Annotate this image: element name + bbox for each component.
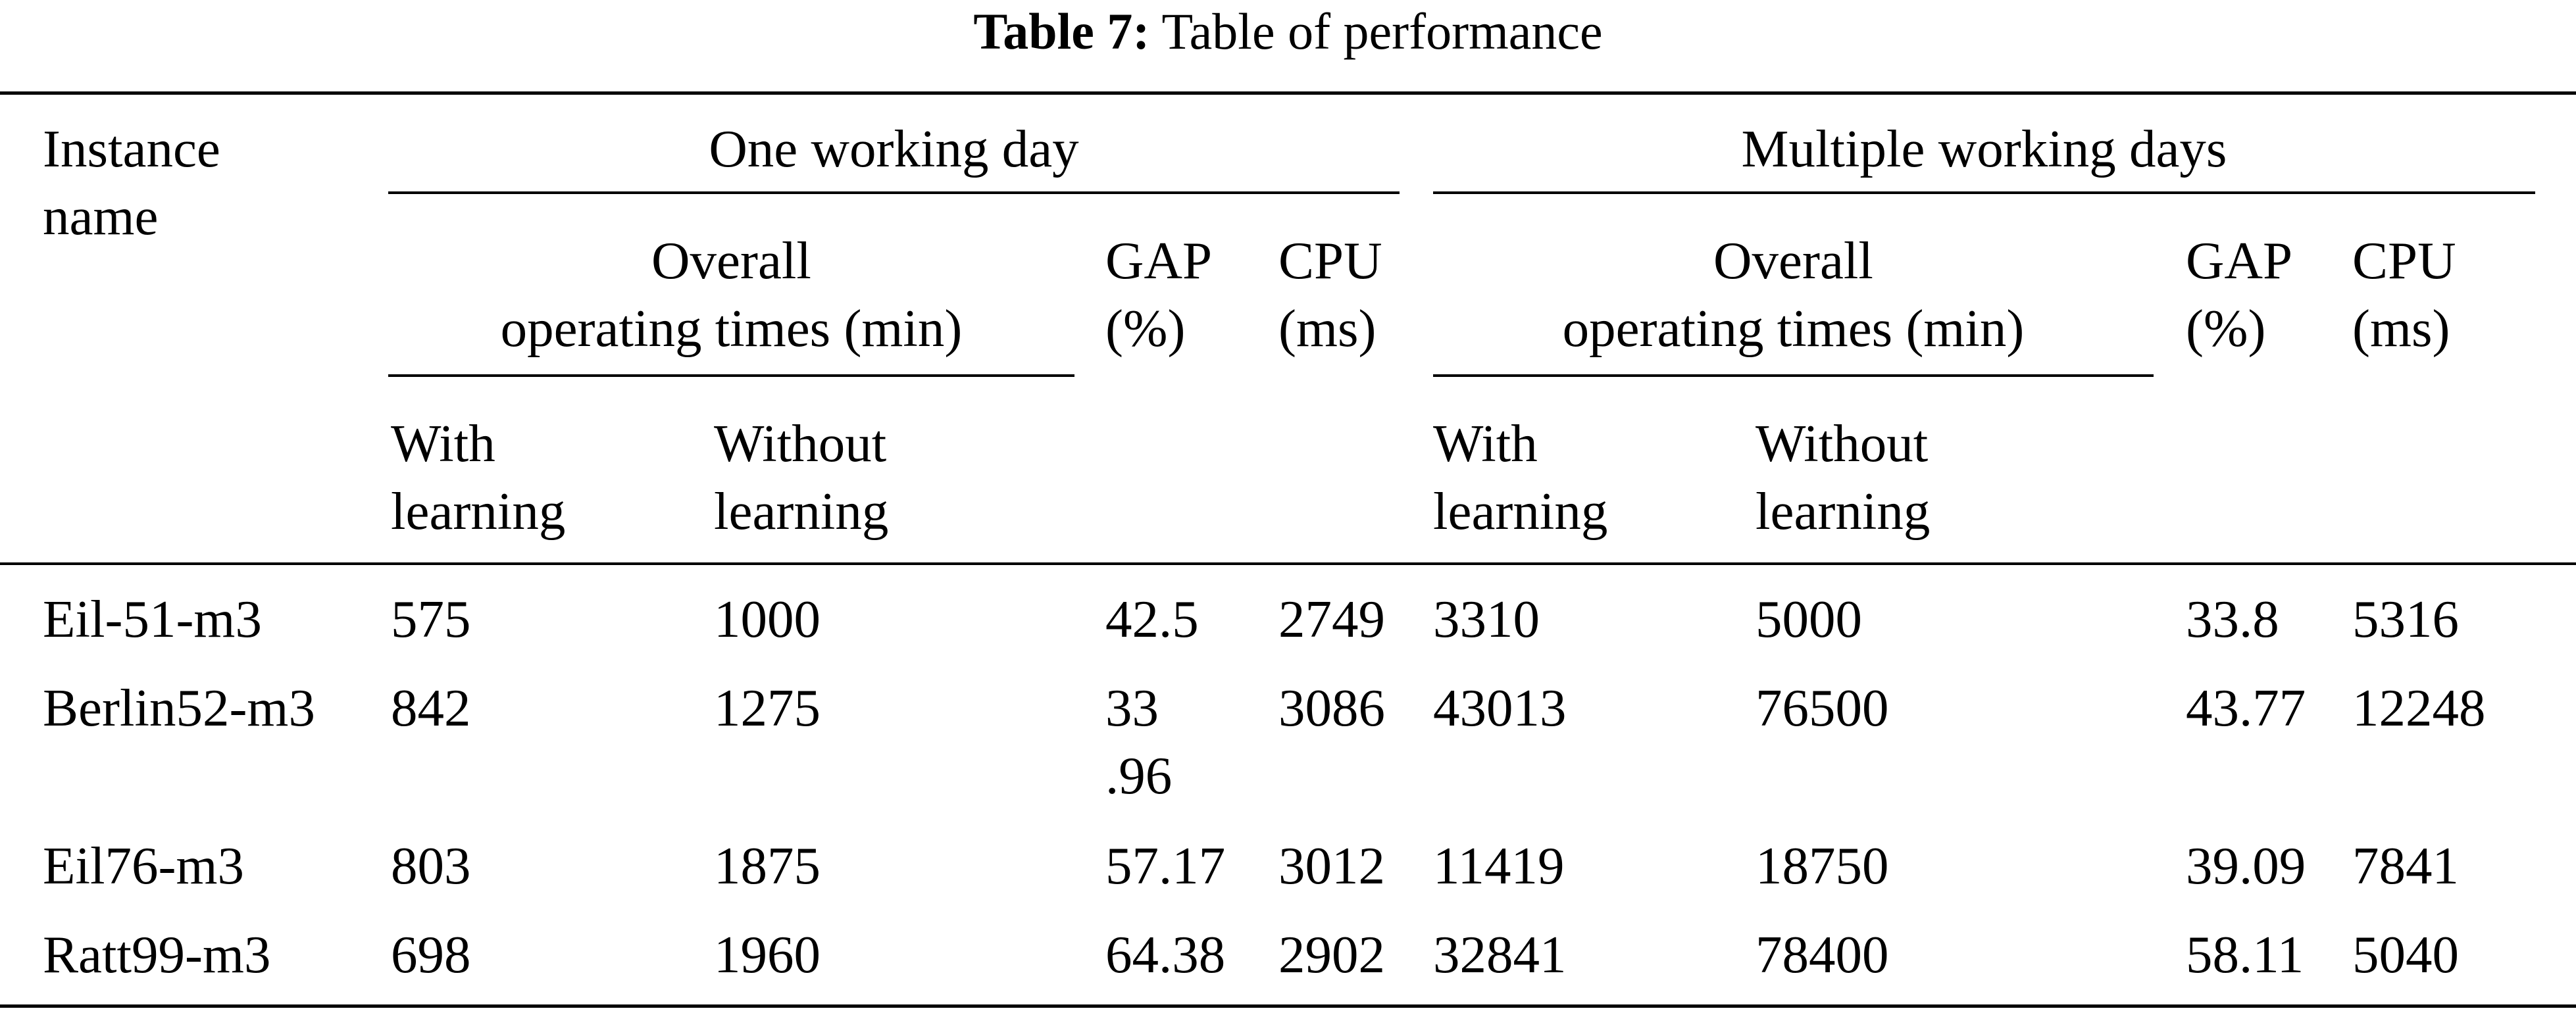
- multi-cpu-cell: 12248: [2352, 678, 2486, 737]
- one-gap-cell: 42.5: [1105, 589, 1199, 649]
- one-cpu-cell: 3086: [1278, 678, 1385, 737]
- header-without-learning-one: Without learning: [714, 414, 889, 541]
- one-with-learning-cell: 842: [391, 678, 471, 737]
- one-without-learning-cell: 1000: [714, 589, 821, 649]
- header-multiple-working-days: Multiple working days: [1741, 119, 2227, 178]
- multi-without-learning-cell: 18750: [1755, 836, 1889, 895]
- top-rule: [0, 91, 2576, 95]
- header-with-learning-multi: With learning: [1433, 414, 1608, 541]
- header-bottom-rule: [0, 562, 2576, 565]
- header-without-learning-multi: Without learning: [1755, 414, 1931, 541]
- one-gap-cell: 33 .96: [1105, 678, 1173, 805]
- multi-cpu-cell: 7841: [2352, 836, 2459, 895]
- one-with-learning-cell: 575: [391, 589, 471, 649]
- multi-with-learning-cell: 43013: [1433, 678, 1567, 737]
- rule-multiple-working-days: [1433, 191, 2535, 194]
- one-with-learning-cell: 698: [391, 925, 471, 984]
- header-overall-multi: Overall operating times (min): [1562, 231, 2025, 358]
- rule-one-working-day: [388, 191, 1400, 194]
- header-instance-name: Instance name: [43, 119, 220, 246]
- multi-gap-cell: 39.09: [2186, 836, 2306, 895]
- one-cpu-cell: 2749: [1278, 589, 1385, 649]
- multi-without-learning-cell: 5000: [1755, 589, 1862, 649]
- table-caption: Table 7: Table of performance: [0, 0, 2576, 66]
- multi-gap-cell: 33.8: [2186, 589, 2279, 649]
- one-gap-cell: 64.38: [1105, 925, 1226, 984]
- header-one-working-day: One working day: [709, 119, 1079, 178]
- multi-with-learning-cell: 32841: [1433, 925, 1567, 984]
- header-gap-one: GAP (%): [1105, 231, 1213, 358]
- one-cpu-cell: 2902: [1278, 925, 1385, 984]
- header-with-learning-one: With learning: [391, 414, 566, 541]
- multi-without-learning-cell: 76500: [1755, 678, 1889, 737]
- multi-with-learning-cell: 11419: [1433, 836, 1565, 895]
- bottom-rule: [0, 1004, 2576, 1008]
- multi-with-learning-cell: 3310: [1433, 589, 1540, 649]
- header-gap-multi: GAP (%): [2186, 231, 2293, 358]
- header-cpu-multi: CPU (ms): [2352, 231, 2456, 358]
- one-without-learning-cell: 1875: [714, 836, 821, 895]
- instance-name-cell: Eil-51-m3: [43, 589, 262, 649]
- one-cpu-cell: 3012: [1278, 836, 1385, 895]
- multi-cpu-cell: 5040: [2352, 925, 2459, 984]
- instance-name-cell: Ratt99-m3: [43, 925, 271, 984]
- instance-name-cell: Eil76-m3: [43, 836, 244, 895]
- one-without-learning-cell: 1960: [714, 925, 821, 984]
- multi-cpu-cell: 5316: [2352, 589, 2459, 649]
- rule-overall-multi: [1433, 374, 2154, 377]
- multi-without-learning-cell: 78400: [1755, 925, 1889, 984]
- one-without-learning-cell: 1275: [714, 678, 821, 737]
- rule-overall-one: [388, 374, 1074, 377]
- instance-name-cell: Berlin52-m3: [43, 678, 315, 737]
- header-cpu-one: CPU (ms): [1278, 231, 1382, 358]
- one-with-learning-cell: 803: [391, 836, 471, 895]
- multi-gap-cell: 43.77: [2186, 678, 2306, 737]
- caption-text: Table of performance: [1161, 3, 1603, 60]
- header-overall-one: Overall operating times (min): [500, 231, 963, 358]
- multi-gap-cell: 58.11: [2186, 925, 2304, 984]
- one-gap-cell: 57.17: [1105, 836, 1226, 895]
- caption-label: Table 7:: [973, 3, 1150, 60]
